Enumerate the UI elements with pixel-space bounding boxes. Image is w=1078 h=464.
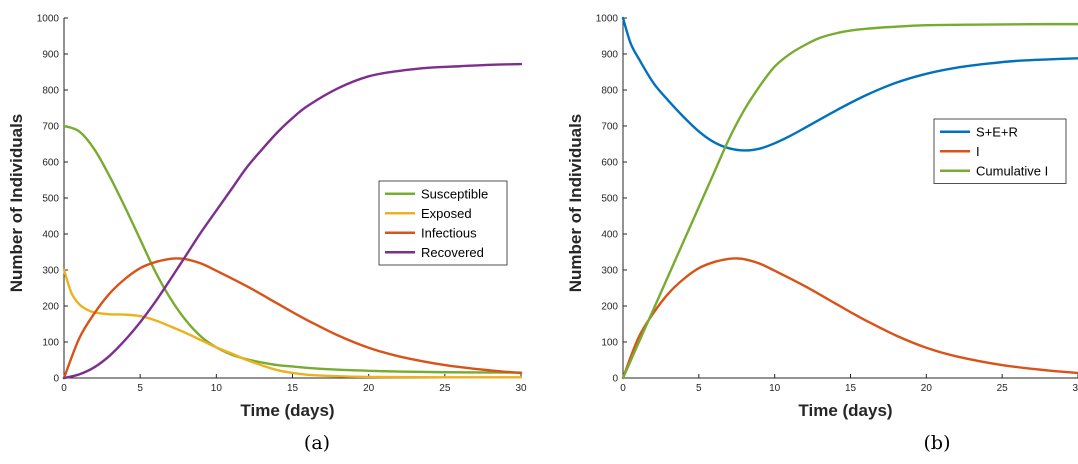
panel-a-caption: (a) <box>304 432 330 454</box>
y-tick-label: 0 <box>53 374 59 385</box>
y-tick-label: 1000 <box>596 14 619 25</box>
x-tick-label: 15 <box>287 383 299 394</box>
y-tick-label: 400 <box>601 230 618 241</box>
series-line-exposed <box>62 268 523 379</box>
series-line-i <box>621 257 1078 380</box>
legend-label: I <box>976 144 980 159</box>
x-tick-label: 25 <box>997 383 1009 394</box>
x-tick-label: 20 <box>921 383 933 394</box>
x-tick-label: 5 <box>137 383 143 394</box>
legend-label: Susceptible <box>421 186 488 201</box>
legend-label: Infectious <box>421 225 477 240</box>
y-tick-label: 600 <box>601 158 618 169</box>
x-tick-label: 30 <box>1072 383 1078 394</box>
x-tick-label: 0 <box>61 383 67 394</box>
panel-b-caption: (b) <box>924 432 951 454</box>
legend-label: Exposed <box>421 206 472 221</box>
y-tick-label: 500 <box>601 194 618 205</box>
panel-b-chart: 0 100 200 300 400 500 600 700 800 900 1000 0 5 10 15 20… <box>566 14 1078 420</box>
panel-a-chart: 0 100 200 300 400 500 600 700 800 900 1000 0 5 10 15 20… <box>7 14 527 421</box>
x-tick-label: 20 <box>363 383 375 394</box>
series-line-cumulative-i <box>621 22 1078 380</box>
y-tick-label: 300 <box>601 266 618 277</box>
y-tick-label: 600 <box>42 158 59 169</box>
y-tick-label: 500 <box>42 194 59 205</box>
series-line-s-e-r <box>621 16 1078 152</box>
legend-label: Recovered <box>421 245 484 260</box>
y-tick-label: 200 <box>42 302 59 313</box>
series-line-recovered <box>62 62 523 380</box>
x-tick-label: 15 <box>845 383 857 394</box>
legend-label: Cumulative I <box>976 163 1048 178</box>
x-axis-title: Time (days) <box>798 401 892 420</box>
y-tick-label: 700 <box>601 122 618 133</box>
x-tick-label: 10 <box>769 383 781 394</box>
y-tick-label: 1000 <box>37 14 60 25</box>
x-axis-title: Time (days) <box>240 401 334 420</box>
legend-label: S+E+R <box>976 124 1018 139</box>
x-tick-label: 10 <box>211 383 223 394</box>
y-tick-label: 900 <box>601 50 618 61</box>
x-tick-label: 0 <box>620 383 626 394</box>
y-tick-label: 700 <box>42 122 59 133</box>
y-tick-label: 800 <box>42 86 59 97</box>
y-tick-label: 100 <box>601 338 618 349</box>
y-tick-label: 0 <box>612 374 618 385</box>
y-tick-label: 900 <box>42 50 59 61</box>
y-tick-label: 300 <box>42 266 59 277</box>
series-line-infectious <box>62 257 523 380</box>
y-tick-label: 400 <box>42 230 59 241</box>
legend-box <box>378 180 508 266</box>
y-tick-label: 800 <box>601 86 618 97</box>
y-axis-title: Number of Individuals <box>7 114 26 293</box>
x-tick-label: 30 <box>515 383 527 394</box>
x-tick-label: 5 <box>696 383 702 394</box>
x-tick-label: 25 <box>439 383 451 394</box>
y-tick-label: 100 <box>42 338 59 349</box>
y-axis-title: Number of Individuals <box>566 114 585 293</box>
y-tick-label: 200 <box>601 302 618 313</box>
